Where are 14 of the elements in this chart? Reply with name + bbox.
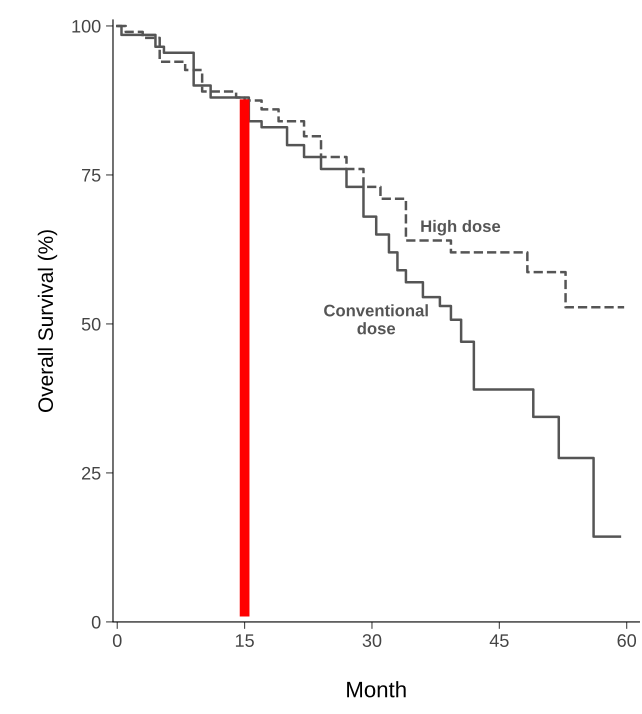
x-tick-label: 45: [490, 634, 509, 647]
y-tick-label: 100: [72, 20, 100, 33]
x-axis-title: Month: [347, 681, 406, 698]
x-tick-label: 0: [112, 634, 122, 647]
x-tick-label: 15: [236, 634, 254, 647]
series-label: High dose: [421, 220, 500, 236]
y-tick-label: 25: [82, 466, 100, 480]
y-tick-label: 0: [92, 616, 100, 629]
y-axis-title: Overall Survival (%): [38, 230, 58, 412]
y-tick-label: 50: [82, 318, 100, 331]
y-tick-label: 75: [82, 169, 100, 182]
x-tick-label: 30: [362, 634, 382, 647]
x-tick-label: 60: [618, 634, 636, 647]
series-label: Conventional dose: [324, 304, 428, 334]
